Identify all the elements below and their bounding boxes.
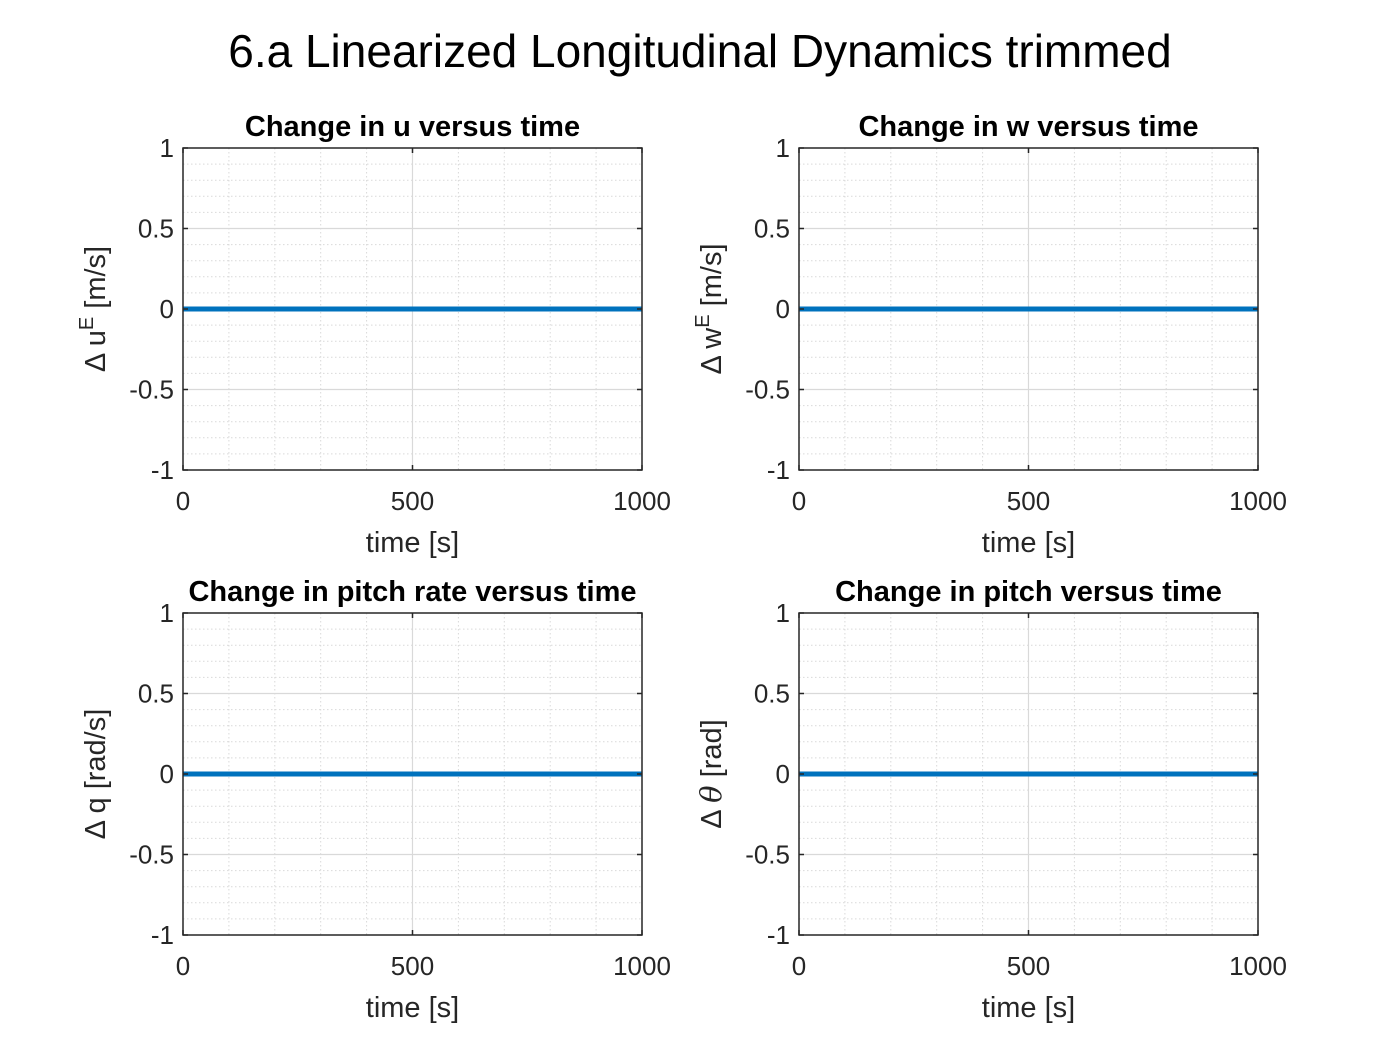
y-tick-label: 0	[160, 759, 174, 789]
y-tick-label: 1	[160, 133, 174, 163]
subplot-title: Change in pitch versus time	[835, 576, 1222, 608]
x-tick-label: 0	[792, 951, 806, 981]
y-tick-label: 1	[776, 598, 790, 628]
y-tick-label: -0.5	[129, 840, 174, 870]
x-tick-label: 500	[391, 951, 434, 981]
y-tick-label: -1	[767, 920, 790, 950]
subplot-title: Change in w versus time	[858, 111, 1198, 143]
x-tick-label: 500	[1007, 951, 1050, 981]
x-axis-label: time [s]	[982, 992, 1075, 1024]
x-tick-label: 0	[176, 951, 190, 981]
subplot-2: 0 500 1000 -1 -0.5 0 0.5 1 Change in w versus ti…	[692, 111, 1287, 559]
x-tick-label: 1000	[1229, 486, 1287, 516]
y-tick-label: 1	[776, 133, 790, 163]
y-axis-label: Δ uE [m/s]	[76, 246, 112, 372]
y-tick-label: 0	[776, 759, 790, 789]
figure-title: 6.a Linearized Longitudinal Dynamics tri…	[228, 25, 1171, 77]
subplot-4: 0 500 1000 -1 -0.5 0 0.5 1 Change in pitch versu…	[694, 576, 1287, 1024]
x-axis-label: time [s]	[982, 527, 1075, 559]
y-tick-label: -1	[767, 455, 790, 485]
x-tick-label: 500	[1007, 486, 1050, 516]
subplot-title: Change in pitch rate versus time	[188, 576, 636, 608]
y-tick-label: 0.5	[138, 679, 174, 709]
x-tick-label: 500	[391, 486, 434, 516]
y-tick-label: -0.5	[745, 840, 790, 870]
y-tick-label: -1	[151, 920, 174, 950]
subplot-1: 0 500 1000 -1 -0.5 0 0.5 1 Change in u versus ti…	[76, 111, 671, 559]
y-axis-label: Δ θ [rad]	[694, 719, 728, 828]
x-axis-label: time [s]	[366, 527, 459, 559]
y-tick-label: 0.5	[754, 679, 790, 709]
y-axis-label: Δ q [rad/s]	[80, 709, 112, 840]
subplot-3: 0 500 1000 -1 -0.5 0 0.5 1 Change in pitch rate …	[80, 576, 671, 1024]
y-tick-label: -1	[151, 455, 174, 485]
subplot-title: Change in u versus time	[245, 111, 580, 143]
x-tick-label: 0	[792, 486, 806, 516]
x-axis-label: time [s]	[366, 992, 459, 1024]
x-tick-label: 0	[176, 486, 190, 516]
x-tick-label: 1000	[1229, 951, 1287, 981]
x-tick-label: 1000	[613, 951, 671, 981]
y-tick-label: -0.5	[745, 375, 790, 405]
x-tick-label: 1000	[613, 486, 671, 516]
y-tick-label: -0.5	[129, 375, 174, 405]
y-tick-label: 0	[776, 294, 790, 324]
y-tick-label: 0.5	[138, 214, 174, 244]
y-axis-label: Δ wE [m/s]	[692, 243, 728, 374]
y-tick-label: 0	[160, 294, 174, 324]
y-tick-label: 1	[160, 598, 174, 628]
y-tick-label: 0.5	[754, 214, 790, 244]
